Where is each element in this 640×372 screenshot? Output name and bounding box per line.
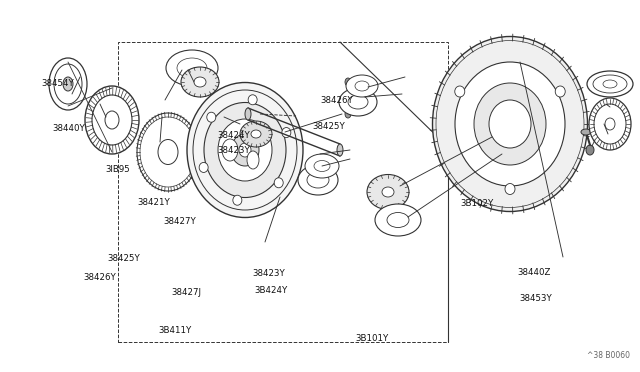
- Ellipse shape: [187, 83, 303, 218]
- Ellipse shape: [587, 71, 633, 97]
- Ellipse shape: [345, 78, 351, 86]
- Ellipse shape: [233, 195, 242, 205]
- Ellipse shape: [433, 36, 588, 212]
- Ellipse shape: [247, 151, 259, 169]
- Ellipse shape: [298, 165, 338, 195]
- Ellipse shape: [305, 154, 339, 178]
- Ellipse shape: [239, 143, 251, 157]
- Ellipse shape: [589, 98, 631, 150]
- Ellipse shape: [489, 100, 531, 148]
- Text: ^38 B0060: ^38 B0060: [587, 351, 630, 360]
- Bar: [118, 42, 448, 342]
- Ellipse shape: [63, 77, 73, 91]
- Ellipse shape: [248, 95, 257, 105]
- Text: 3B424Y: 3B424Y: [255, 286, 288, 295]
- Text: 38440Y: 38440Y: [52, 124, 85, 133]
- Text: 38453Y: 38453Y: [520, 294, 552, 303]
- Ellipse shape: [474, 83, 546, 165]
- Text: 38425Y: 38425Y: [312, 122, 345, 131]
- Ellipse shape: [245, 108, 251, 120]
- Text: 38427J: 38427J: [172, 288, 202, 296]
- Text: 38454Y: 38454Y: [42, 79, 74, 88]
- Ellipse shape: [85, 86, 139, 154]
- Ellipse shape: [207, 112, 216, 122]
- Text: 38426Y: 38426Y: [83, 273, 116, 282]
- Text: 3B101Y: 3B101Y: [355, 334, 388, 343]
- Text: 3B411Y: 3B411Y: [159, 326, 192, 335]
- Ellipse shape: [581, 129, 591, 135]
- Ellipse shape: [231, 134, 259, 166]
- Ellipse shape: [218, 119, 272, 181]
- Ellipse shape: [367, 174, 409, 209]
- Text: 3lB95: 3lB95: [106, 165, 131, 174]
- Text: 38427Y: 38427Y: [163, 217, 196, 226]
- Ellipse shape: [137, 113, 199, 191]
- Ellipse shape: [345, 110, 351, 118]
- Ellipse shape: [346, 75, 378, 97]
- Ellipse shape: [556, 86, 565, 97]
- Ellipse shape: [204, 103, 286, 198]
- Text: 38423Y: 38423Y: [218, 146, 250, 155]
- Ellipse shape: [586, 145, 594, 155]
- Ellipse shape: [49, 58, 87, 110]
- Ellipse shape: [382, 187, 394, 197]
- Ellipse shape: [339, 88, 377, 116]
- Ellipse shape: [455, 86, 465, 97]
- Ellipse shape: [240, 121, 272, 147]
- Text: 38424Y: 38424Y: [218, 131, 250, 140]
- Ellipse shape: [455, 62, 565, 186]
- Ellipse shape: [282, 128, 291, 138]
- Ellipse shape: [505, 183, 515, 195]
- Ellipse shape: [222, 139, 238, 161]
- Text: 38423Y: 38423Y: [253, 269, 285, 278]
- Ellipse shape: [274, 178, 284, 188]
- Ellipse shape: [251, 130, 261, 138]
- Ellipse shape: [166, 50, 218, 86]
- Ellipse shape: [194, 77, 206, 87]
- Ellipse shape: [181, 67, 219, 97]
- Text: 38440Z: 38440Z: [517, 268, 550, 277]
- Text: 38421Y: 38421Y: [138, 198, 170, 207]
- Ellipse shape: [375, 204, 421, 236]
- Ellipse shape: [199, 163, 208, 173]
- Text: 38426Y: 38426Y: [320, 96, 353, 105]
- Text: 38425Y: 38425Y: [108, 254, 140, 263]
- Ellipse shape: [337, 144, 343, 156]
- Text: 3B102Y: 3B102Y: [461, 199, 494, 208]
